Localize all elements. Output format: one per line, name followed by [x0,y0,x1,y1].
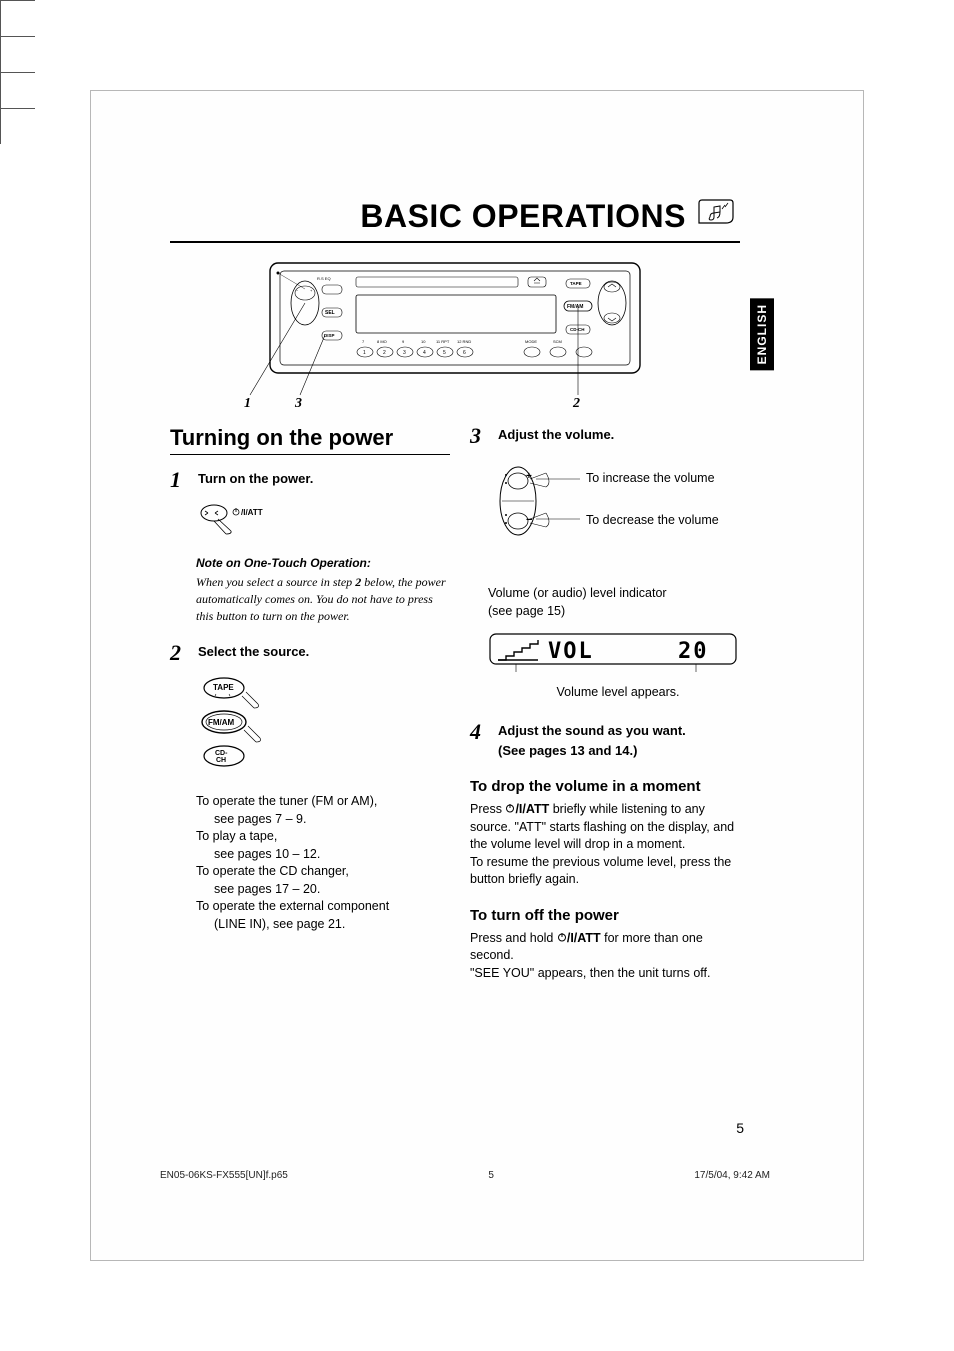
svg-text:DISP: DISP [324,333,335,338]
svg-text:CH: CH [216,757,226,764]
step-label: Select the source. [198,642,309,664]
svg-text:1: 1 [244,396,251,410]
step-label-ref: (See pages 13 and 14.) [498,741,686,761]
svg-text:SEL: SEL [325,310,335,316]
svg-text:3: 3 [294,396,302,410]
step-number: 1 [170,469,188,491]
language-tab: ENGLISH [750,298,774,370]
svg-text:5: 5 [443,350,446,356]
drop-body: Press /I/ATT briefly while listening to … [470,801,748,854]
svg-text:/I/ATT: /I/ATT [241,508,263,517]
svg-text:R.S EQ: R.S EQ [317,276,331,281]
step-number: 2 [170,642,188,664]
page-number: 5 [736,1120,744,1136]
svg-text:−: − [296,288,299,293]
svg-text:2: 2 [572,396,580,410]
page-title-bar: BASIC OPERATIONS [170,195,740,243]
source-buttons-drawing: TAPE FM/AM CD- CH [196,674,450,779]
footer-filename: EN05-06KS-FX555[UN]f.p65 [160,1170,288,1181]
svg-text:TAPE: TAPE [570,281,582,286]
svg-text:SCM: SCM [553,339,562,344]
svg-text:FM/AM: FM/AM [567,304,583,310]
footer-timestamp: 17/5/04, 9:42 AM [694,1170,770,1181]
svg-text:TAPE: TAPE [213,683,234,692]
svg-text:9: 9 [402,339,405,344]
svg-text:MODE: MODE [525,339,537,344]
svg-text:2: 2 [383,350,386,356]
decrease-volume-label: To decrease the volume [586,512,736,530]
display-drawing: VOL 20 Volume level appears. [488,628,748,699]
svg-text:20: 20 [678,639,709,664]
svg-text:4: 4 [423,350,426,356]
svg-text:8 MO: 8 MO [377,339,387,344]
device-diagram: −+ SEL DISP R.S EQ 1 2 3 4 5 6 78 MO9 10… [170,255,670,410]
svg-text:VOL: VOL [548,639,594,664]
svg-text:6: 6 [463,350,466,356]
sub-heading: To drop the volume in a moment [470,778,748,795]
power-button-drawing: /I/ATT [196,501,450,542]
indicator-label-ref: (see page 15) [488,603,748,621]
footer: EN05-06KS-FX555[UN]f.p65 5 17/5/04, 9:42… [160,1170,770,1181]
svg-text:7: 7 [362,339,365,344]
svg-text:12 RND: 12 RND [457,339,471,344]
step-label: Turn on the power. [198,469,313,491]
svg-text:−: − [526,514,532,526]
note-body: When you select a source in step 2 below… [196,574,450,624]
step-number: 3 [470,425,488,447]
svg-text:CD-CH: CD-CH [570,327,585,332]
step-number: 4 [470,721,488,760]
musical-note-page-icon [696,195,740,227]
svg-text:1: 1 [363,350,366,356]
section-title: Turning on the power [170,425,450,455]
svg-text:+: + [526,471,532,482]
indicator-label: Volume (or audio) level indicator [488,585,748,603]
note-title: Note on One-Touch Operation: [196,556,450,570]
footer-pagenum: 5 [488,1170,494,1181]
display-caption: Volume level appears. [488,685,748,699]
svg-text:CD-: CD- [215,750,228,757]
off-body-seeyou: "SEE YOU" appears, then the unit turns o… [470,965,748,983]
sub-heading: To turn off the power [470,907,748,924]
off-body: Press and hold /I/ATT for more than one … [470,930,748,965]
increase-volume-label: To increase the volume [586,470,736,488]
svg-text:11 RPT: 11 RPT [436,339,450,344]
step-label: Adjust the volume. [498,425,614,447]
step-label: Adjust the sound as you want. [498,721,686,741]
svg-text:FM/AM: FM/AM [208,718,235,727]
drop-body-resume: To resume the previous volume level, pre… [470,854,748,889]
svg-text:3: 3 [403,350,406,356]
source-instructions: To operate the tuner (FM or AM), see pag… [196,793,450,933]
page-title: BASIC OPERATIONS [360,198,686,235]
svg-text:10: 10 [421,339,426,344]
